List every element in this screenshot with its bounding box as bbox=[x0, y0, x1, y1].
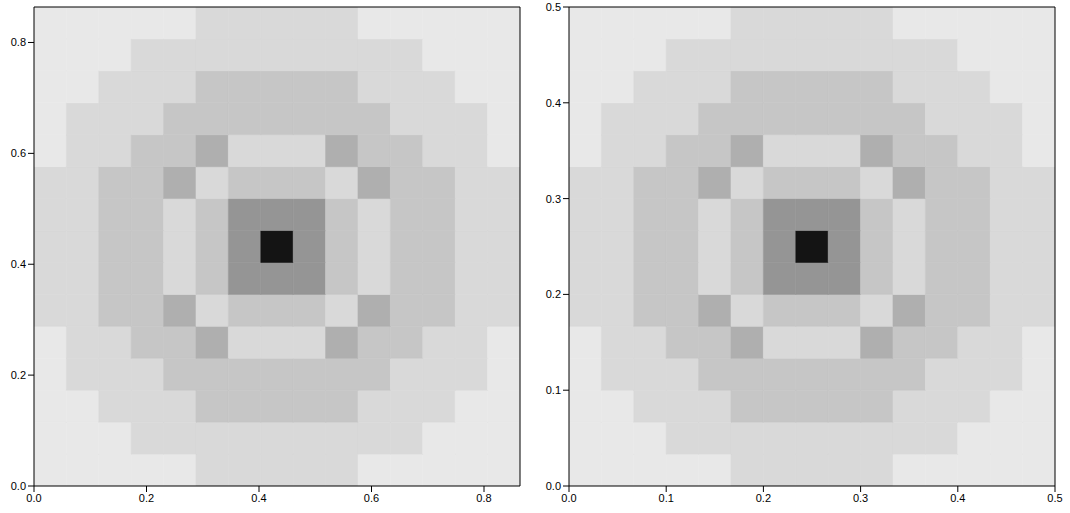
svg-text:0.3: 0.3 bbox=[546, 193, 561, 205]
svg-text:0.0: 0.0 bbox=[546, 480, 561, 492]
svg-text:0.1: 0.1 bbox=[546, 384, 561, 396]
svg-text:0.6: 0.6 bbox=[11, 147, 26, 159]
svg-text:0.1: 0.1 bbox=[659, 492, 674, 504]
svg-text:0.4: 0.4 bbox=[546, 97, 561, 109]
svg-text:0.5: 0.5 bbox=[1047, 492, 1062, 504]
svg-text:0.3: 0.3 bbox=[853, 492, 868, 504]
svg-text:0.2: 0.2 bbox=[546, 288, 561, 300]
svg-text:0.0: 0.0 bbox=[11, 480, 26, 492]
svg-text:0.8: 0.8 bbox=[476, 492, 491, 504]
svg-text:0.4: 0.4 bbox=[950, 492, 965, 504]
svg-text:0.0: 0.0 bbox=[561, 492, 576, 504]
svg-text:0.0: 0.0 bbox=[26, 492, 41, 504]
svg-text:0.6: 0.6 bbox=[364, 492, 379, 504]
svg-text:0.4: 0.4 bbox=[251, 492, 266, 504]
svg-text:0.2: 0.2 bbox=[139, 492, 154, 504]
svg-text:0.8: 0.8 bbox=[11, 36, 26, 48]
svg-text:0.2: 0.2 bbox=[756, 492, 771, 504]
svg-text:0.5: 0.5 bbox=[546, 1, 561, 13]
svg-text:0.2: 0.2 bbox=[11, 369, 26, 381]
svg-text:0.4: 0.4 bbox=[11, 258, 26, 270]
